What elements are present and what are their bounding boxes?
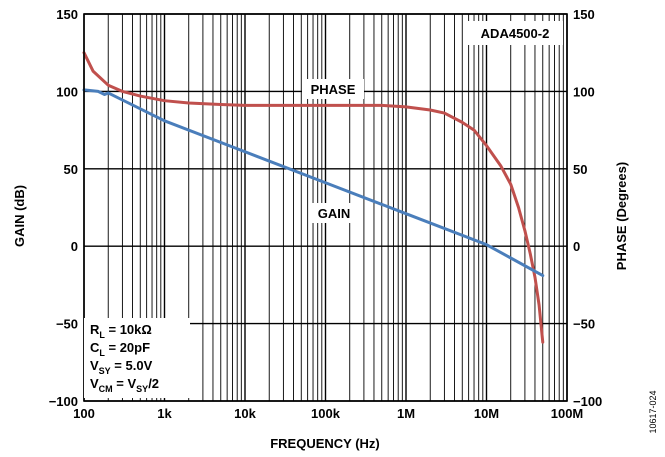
x-tick-label: 100M — [551, 406, 584, 421]
y-left-tick-label: −100 — [49, 394, 78, 409]
series-line-gain — [82, 88, 545, 278]
y-right-tick-label: −100 — [573, 394, 602, 409]
x-axis-title: FREQUENCY (Hz) — [270, 436, 380, 451]
condition-line: CL = 20pF — [90, 340, 150, 358]
device-label: ADA4500-2 — [481, 26, 550, 41]
phase-label-box — [302, 79, 364, 99]
y-right-tick-label: −50 — [573, 317, 595, 332]
series-layer — [82, 51, 545, 344]
plot-frame — [83, 13, 568, 402]
series-line-phase — [82, 51, 545, 344]
figure-id: 10617-024 — [648, 390, 658, 433]
condition-line: VCM = VSY/2 — [90, 376, 159, 394]
x-tick-label: 10k — [234, 406, 256, 421]
gain-series-label: GAIN — [318, 206, 351, 221]
x-tick-label: 10M — [474, 406, 499, 421]
conditions-box — [84, 318, 190, 398]
y-left-tick-label: 50 — [64, 162, 78, 177]
gain-label-box — [310, 203, 358, 223]
phase-series-label: PHASE — [311, 82, 356, 97]
condition-line: RL = 10kΩ — [90, 322, 152, 340]
x-tick-label: 100 — [73, 406, 95, 421]
y-left-tick-label: 0 — [71, 239, 78, 254]
y-right-tick-label: 100 — [573, 84, 595, 99]
y-right-tick-label: 0 — [573, 239, 580, 254]
condition-line: VSY = 5.0V — [90, 358, 153, 376]
x-tick-label: 1M — [397, 406, 415, 421]
y-axis-title-left: GAIN (dB) — [12, 185, 27, 247]
y-right-tick-label: 150 — [573, 7, 595, 22]
y-left-tick-label: 100 — [56, 84, 78, 99]
y-right-tick-label: 50 — [573, 162, 587, 177]
y-axis-title-right: PHASE (Degrees) — [614, 162, 629, 270]
device-label-box — [467, 21, 563, 45]
y-left-tick-label: −50 — [56, 317, 78, 332]
y-left-tick-label: 150 — [56, 7, 78, 22]
x-tick-label: 100k — [311, 406, 341, 421]
x-tick-label: 1k — [157, 406, 172, 421]
tick-labels: 100 1k 10k 100k 1M 10M 100M−100 −100−50 −500 050 5… — [49, 7, 603, 421]
